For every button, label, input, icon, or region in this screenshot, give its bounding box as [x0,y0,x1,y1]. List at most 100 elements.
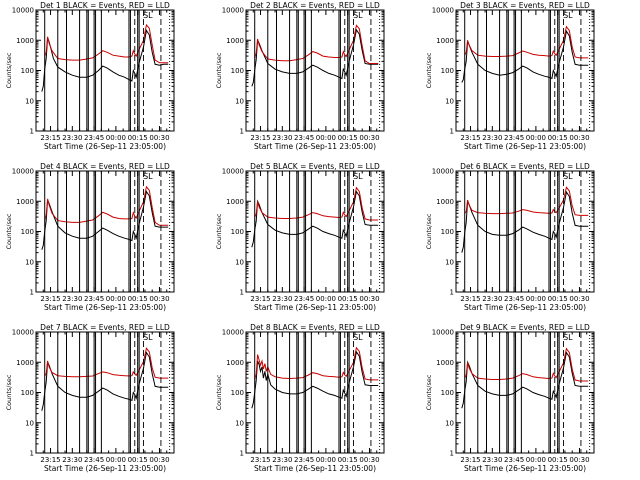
y-tick-label: 1 [240,289,244,297]
x-tick-label: 23:30 [482,456,502,464]
y-tick-label: 1 [450,128,454,136]
x-tick-label: 00:15 [338,456,358,464]
lld-series-line [254,24,379,64]
x-tick-label: 23:45 [84,134,104,142]
lld-series-line [254,346,379,381]
x-tick-label: 23:30 [272,134,292,142]
x-tick-label: 23:30 [62,295,82,303]
plot-frame [455,9,595,132]
x-tick-label: 23:45 [504,134,524,142]
x-tick-label: 00:15 [128,134,148,142]
sl-label: SL [353,333,363,342]
sl-label: SL [143,172,153,181]
sl-label: SL [353,11,363,20]
x-tick-label: 00:00 [316,134,336,142]
events-series-line [461,190,589,253]
y-tick-label: 100 [21,389,34,397]
detector-panel-8: 1 10 100 1000 10000 23:15 23:30 23:45 00:00 00:15… [215,323,385,473]
plot-frame [245,331,385,454]
panel-title: Det 7 BLACK = Events, RED = LLD [40,323,170,332]
y-tick-label: 1000 [436,37,454,45]
y-tick-label: 1 [30,450,34,458]
panel-title: Det 9 BLACK = Events, RED = LLD [460,323,590,332]
plot-frame [35,170,175,293]
events-series-line [41,351,169,411]
plot-frame [455,331,595,454]
y-tick-label: 1 [450,289,454,297]
y-tick-label: 100 [21,228,34,236]
x-tick-label: 00:15 [548,134,568,142]
y-tick-label: 10000 [222,168,244,176]
y-tick-label: 10000 [12,168,34,176]
sl-label: SL [563,333,573,342]
x-tick-label: 00:30 [569,134,589,142]
lld-series-line [44,23,169,64]
detector-panel-7: 1 10 100 1000 10000 23:15 23:30 23:45 00:00 00:15… [5,323,175,473]
x-axis-label: Start Time (26-Sep-11 23:05:00) [44,142,166,151]
plot-frame [245,170,385,293]
detector-panel-5: 1 10 100 1000 10000 23:15 23:30 23:45 00:00 00:15… [215,162,385,312]
events-series-line [461,29,589,83]
y-axis-label: Counts/sec [215,213,223,249]
y-tick-label: 100 [441,67,454,75]
y-tick-label: 10000 [432,329,454,337]
x-tick-label: 23:30 [62,456,82,464]
x-tick-label: 00:30 [569,456,589,464]
x-tick-label: 23:30 [482,134,502,142]
x-tick-label: 23:30 [62,134,82,142]
y-tick-label: 10000 [12,7,34,15]
sl-label: SL [563,11,573,20]
y-tick-label: 10000 [432,7,454,15]
x-tick-label: 00:30 [569,295,589,303]
lld-series-line [44,347,169,379]
x-tick-label: 23:15 [40,295,60,303]
x-tick-label: 23:45 [84,295,104,303]
y-tick-label: 1000 [226,198,244,206]
y-tick-label: 100 [231,228,244,236]
y-tick-label: 10 [235,97,244,105]
x-tick-label: 23:45 [84,456,104,464]
y-tick-label: 10 [25,419,34,427]
x-tick-label: 00:15 [548,456,568,464]
panel-title: Det 6 BLACK = Events, RED = LLD [460,162,590,171]
events-series-line [41,29,169,92]
y-tick-label: 10000 [222,7,244,15]
x-tick-label: 00:30 [149,295,169,303]
lld-series-line [464,347,589,382]
sl-label: SL [353,172,363,181]
y-axis-label: Counts/sec [425,52,433,88]
lld-series-line [254,186,379,221]
panel-title: Det 5 BLACK = Events, RED = LLD [250,162,380,171]
y-tick-label: 1000 [226,359,244,367]
sl-label: SL [143,333,153,342]
y-axis-label: Counts/sec [215,52,223,88]
plot-frame [245,9,385,132]
y-tick-label: 100 [441,389,454,397]
y-tick-label: 10 [235,258,244,266]
y-axis-label: Counts/sec [5,374,13,410]
lld-series-line [44,185,169,226]
y-tick-label: 100 [441,228,454,236]
x-tick-label: 23:30 [482,295,502,303]
sl-label: SL [563,172,573,181]
panel-title: Det 1 BLACK = Events, RED = LLD [40,1,170,10]
plot-frame [455,170,595,293]
y-tick-label: 1000 [226,37,244,45]
x-tick-label: 00:30 [359,134,379,142]
y-tick-label: 1000 [436,198,454,206]
x-axis-label: Start Time (26-Sep-11 23:05:00) [464,464,586,473]
panel-title: Det 8 BLACK = Events, RED = LLD [250,323,380,332]
y-tick-label: 10 [25,258,34,266]
x-tick-label: 00:00 [526,456,546,464]
x-tick-label: 23:15 [250,134,270,142]
y-tick-label: 10000 [432,168,454,176]
panel-title: Det 4 BLACK = Events, RED = LLD [40,162,170,171]
events-series-line [41,190,169,250]
y-tick-label: 1 [240,450,244,458]
x-tick-label: 23:15 [250,456,270,464]
x-tick-label: 00:15 [128,456,148,464]
detector-panel-2: 1 10 100 1000 10000 23:15 23:30 23:45 00:00 00:15… [215,1,385,151]
x-tick-label: 00:00 [106,456,126,464]
x-tick-label: 00:00 [526,134,546,142]
y-tick-label: 10000 [12,329,34,337]
